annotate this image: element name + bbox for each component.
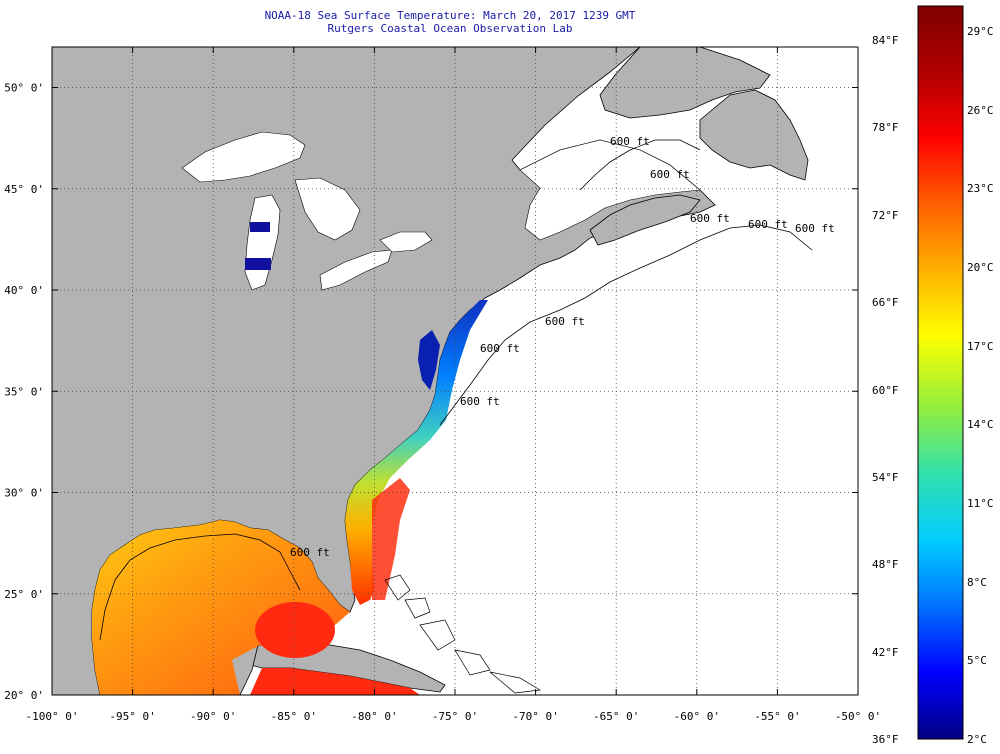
latitude-label: 35° 0' <box>4 385 44 398</box>
gulf-of-mexico-sst <box>92 520 350 695</box>
colorbar-celsius-label: 20°C <box>967 261 994 274</box>
latitude-label: 40° 0' <box>4 284 44 297</box>
contour-label: 600 ft <box>795 222 835 235</box>
latitude-label: 20° 0' <box>4 689 44 702</box>
gulf-st-lawrence <box>519 139 701 241</box>
colorbar-fahrenheit-label: 48°F <box>872 558 899 572</box>
lake-huron <box>294 177 361 241</box>
offshore-warm-patch <box>372 478 410 600</box>
lake-michigan-sst-patch <box>250 222 270 232</box>
colorbar-celsius-label: 14°C <box>967 418 994 432</box>
lake-superior <box>181 131 306 183</box>
contour-label: 600 ft <box>290 546 330 559</box>
contour-label: 600 ft <box>610 135 650 148</box>
chesapeake-sst <box>418 330 440 390</box>
title-line-2: Rutgers Coastal Ocean Observation Lab <box>327 22 573 35</box>
depth-contour-600ft <box>99 139 813 641</box>
colorbar-fahrenheit-label: 72°F <box>872 208 899 222</box>
colorbar-celsius-label: 2°C <box>967 733 987 746</box>
latitude-label: 50° 0' <box>4 82 44 95</box>
gulf-stream-sst <box>345 300 488 605</box>
longitude-label: -75° 0' <box>432 710 478 723</box>
contour-label: 600 ft <box>650 168 690 181</box>
lake-michigan-sst-patch-south <box>245 258 271 270</box>
temperature-colorbar <box>917 5 964 740</box>
colorbar-fahrenheit-label: 66°F <box>872 296 899 310</box>
longitude-label: -85° 0' <box>271 710 317 723</box>
colorbar-celsius-label: 8°C <box>967 575 987 589</box>
map-area: 600 ft 600 ft 600 ft 600 ft 600 ft 600 ft 600 … <box>52 47 858 695</box>
longitude-label: -90° 0' <box>190 710 236 723</box>
latitude-label: 25° 0' <box>4 588 44 601</box>
lat-lon-grid <box>52 47 858 695</box>
colorbar-fahrenheit-label: 54°F <box>872 470 899 484</box>
longitude-label: -100° 0' <box>26 710 79 723</box>
land-labrador <box>599 47 771 119</box>
caribbean-sst <box>250 668 420 695</box>
longitude-label: -60° 0' <box>674 710 720 723</box>
longitude-label: -95° 0' <box>109 710 155 723</box>
land-nova-scotia <box>589 194 701 246</box>
loop-current-sst <box>255 602 335 658</box>
land-newfoundland <box>699 89 809 181</box>
colorbar-celsius-label: 5°C <box>967 654 987 668</box>
colorbar-celsius-label: 17°C <box>967 339 994 353</box>
latitude-label: 45° 0' <box>4 183 44 196</box>
contour-label: 600 ft <box>480 342 520 355</box>
colorbar-fahrenheit-label: 78°F <box>872 121 899 135</box>
contour-label: 600 ft <box>545 315 585 328</box>
contour-label: 600 ft <box>460 395 500 408</box>
lake-ontario <box>379 231 433 253</box>
longitude-label: -80° 0' <box>351 710 397 723</box>
colorbar-fahrenheit-label: 60°F <box>872 383 899 397</box>
contour-label: 600 ft <box>690 212 730 225</box>
colorbar-celsius-label: 23°C <box>967 182 994 196</box>
longitude-label: -70° 0' <box>512 710 558 723</box>
longitude-label: -50° 0' <box>835 710 881 723</box>
longitude-label: -65° 0' <box>593 710 639 723</box>
colorbar-fahrenheit-label: 42°F <box>872 645 899 659</box>
longitude-label: -55° 0' <box>754 710 800 723</box>
colorbar-fahrenheit-label: 36°F <box>872 733 899 746</box>
colorbar-fahrenheit-label: 84°F <box>872 34 899 47</box>
axis-ticks: -100° 0' -95° 0' -90° 0' -85° 0' -80° 0' -75°… <box>4 47 881 723</box>
contour-label: 600 ft <box>748 218 788 231</box>
title-line-1: NOAA-18 Sea Surface Temperature: March 2… <box>264 9 636 22</box>
colorbar-celsius-label: 11°C <box>967 497 994 510</box>
colorbar-celsius-label: 29°C <box>967 25 994 38</box>
colorbar-celsius-label: 26°C <box>967 103 994 117</box>
latitude-label: 30° 0' <box>4 487 44 500</box>
